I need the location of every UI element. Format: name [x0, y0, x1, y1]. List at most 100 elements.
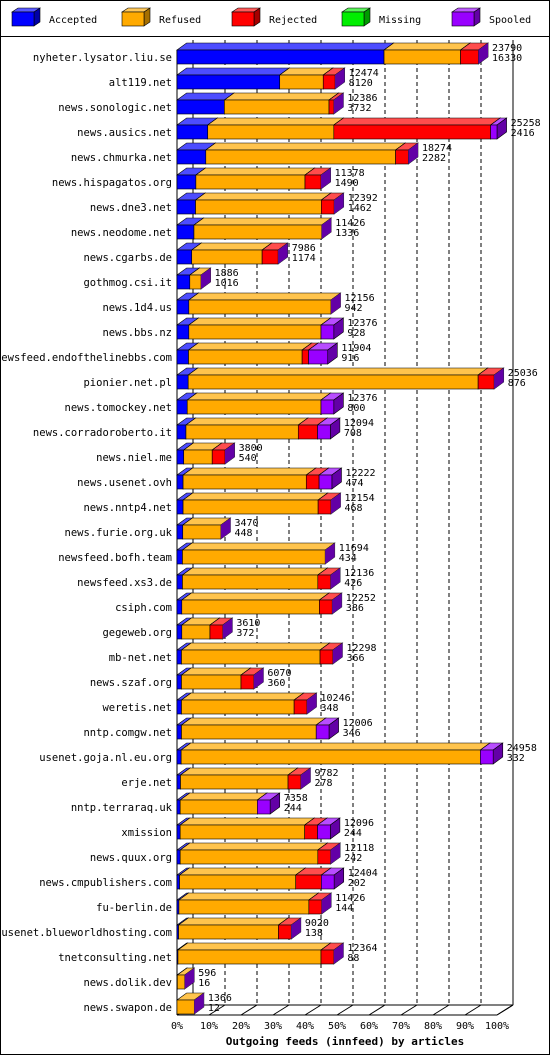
- category-label: mb-net.net: [109, 652, 172, 664]
- bar: [176, 499, 184, 515]
- offered-label: 11426: [335, 218, 365, 229]
- bar-top: [179, 792, 268, 801]
- bar: [176, 299, 190, 315]
- bar: [304, 824, 318, 840]
- bar-side: [300, 768, 311, 789]
- bar-side: [330, 493, 341, 514]
- offered-label: 12376: [347, 393, 377, 404]
- bar: [257, 799, 271, 815]
- accepted-label: 942: [345, 303, 363, 314]
- offered-label: 6070: [267, 668, 291, 679]
- bar: [321, 874, 335, 890]
- offered-label: 12404: [348, 868, 378, 879]
- offered-label: 10246: [321, 693, 351, 704]
- bar-top: [177, 942, 332, 951]
- bar-top: [204, 142, 407, 151]
- x-tick-label: 90%: [456, 1021, 474, 1032]
- bar: [182, 574, 319, 590]
- offered-label: 12006: [343, 718, 373, 729]
- category-label: news.furie.org.uk: [65, 527, 173, 539]
- bar-top: [179, 842, 329, 851]
- category-label: newsfeed.endofthelinebbs.com: [0, 352, 172, 364]
- bar-top: [383, 42, 472, 51]
- bar-top: [194, 167, 316, 176]
- bar: [180, 774, 289, 790]
- bar-top: [194, 192, 332, 201]
- offered-label: 3470: [234, 518, 258, 529]
- bar-top: [190, 242, 273, 251]
- bar-top: [177, 917, 289, 926]
- offered-label: 12222: [345, 468, 375, 479]
- tick-mark: [336, 1004, 354, 1016]
- bar: [179, 799, 258, 815]
- accepted-label: 448: [234, 528, 252, 539]
- bar: [176, 549, 183, 565]
- x-tick-label: 50%: [328, 1021, 346, 1032]
- bar: [176, 749, 182, 765]
- tick-mark: [432, 1004, 450, 1016]
- bar: [179, 874, 297, 890]
- category-label: news.sonologic.net: [58, 102, 172, 114]
- category-label: news.tomockey.net: [65, 402, 172, 414]
- bar: [460, 49, 479, 65]
- legend-label: Rejected: [269, 15, 317, 26]
- bar: [176, 999, 195, 1015]
- bar-top: [177, 892, 320, 901]
- bar-top: [180, 717, 327, 726]
- accepted-label: 278: [314, 778, 332, 789]
- accepted-label: 332: [507, 753, 525, 764]
- bar: [182, 549, 326, 565]
- category-label: newsfeed.xs3.de: [77, 577, 172, 589]
- bar: [176, 824, 181, 840]
- bar-top: [186, 392, 332, 401]
- bar-side: [222, 618, 233, 639]
- bar: [317, 574, 331, 590]
- accepted-label: 1490: [335, 178, 359, 189]
- category-label: news.cmpublishers.com: [39, 877, 172, 889]
- bar-side: [332, 593, 342, 614]
- bar: [176, 524, 184, 540]
- x-tick-label: 0%: [171, 1021, 183, 1032]
- accepted-label: 474: [345, 478, 363, 489]
- bar: [178, 924, 279, 940]
- bar-side: [332, 643, 343, 664]
- accepted-label: 2282: [422, 153, 446, 164]
- bar-side: [333, 93, 344, 114]
- category-label: nyheter.lysator.liu.se: [33, 52, 172, 64]
- bar-top: [223, 92, 340, 101]
- bar: [176, 74, 281, 90]
- category-label: pionier.net.pl: [83, 377, 172, 389]
- bar: [317, 424, 331, 440]
- accepted-label: 1462: [348, 203, 372, 214]
- bar: [182, 524, 222, 540]
- bar-side: [325, 543, 335, 564]
- accepted-label: 366: [346, 653, 364, 664]
- bar: [182, 499, 319, 515]
- bar: [185, 424, 299, 440]
- accepted-label: 372: [236, 628, 254, 639]
- bar-side: [220, 518, 231, 539]
- offered-label: 24958: [507, 743, 537, 754]
- bar: [321, 199, 335, 215]
- accepted-label: 1174: [292, 253, 316, 264]
- bar: [317, 499, 332, 515]
- accepted-label: 8120: [349, 78, 373, 89]
- bar: [188, 349, 303, 365]
- tick-mark: [368, 1004, 386, 1016]
- offered-label: 12154: [345, 493, 375, 504]
- offered-label: 9782: [314, 768, 338, 779]
- bar-top: [206, 117, 345, 126]
- bar-side: [321, 218, 332, 239]
- bar-side: [278, 243, 288, 264]
- category-label: nntp.terraraq.uk: [71, 802, 173, 814]
- bar: [315, 724, 330, 740]
- offered-label: 1886: [215, 268, 239, 279]
- bar: [176, 724, 182, 740]
- offered-label: 12136: [344, 568, 374, 579]
- legend-label: Accepted: [49, 15, 97, 26]
- bar-side: [330, 568, 341, 589]
- bar: [383, 49, 461, 65]
- category-label: csiph.com: [115, 602, 172, 614]
- x-tick-label: 70%: [392, 1021, 410, 1032]
